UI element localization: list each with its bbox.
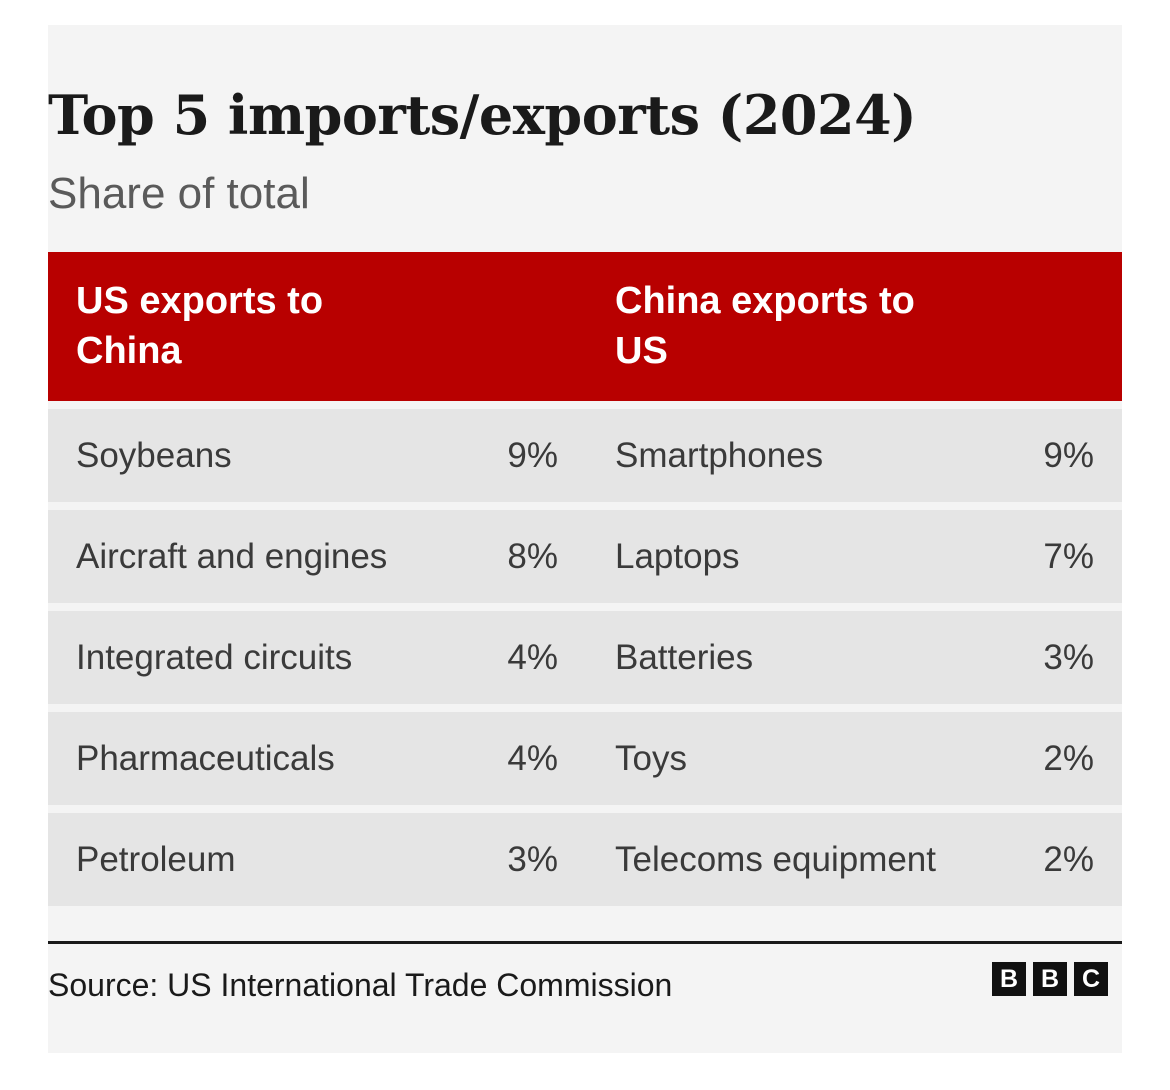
- china-share: 9%: [1043, 436, 1094, 475]
- us-item: Integrated circuits: [76, 638, 353, 677]
- column-header-china-exports: China exports to US: [615, 280, 915, 372]
- us-item: Petroleum: [76, 840, 236, 879]
- china-item: Smartphones: [615, 436, 824, 475]
- column-header-us-exports: US exports to China: [76, 280, 324, 372]
- china-item: Telecoms equipment: [615, 840, 936, 879]
- table-row: Petroleum 3% Telecoms equipment 2%: [48, 813, 1122, 906]
- chart-subtitle: Share of total: [48, 169, 310, 218]
- table-row: Aircraft and engines 8% Laptops 7%: [48, 510, 1122, 603]
- bbc-logo: B B C: [992, 962, 1108, 996]
- table-body: Soybeans 9% Smartphones 9% Aircraft and …: [48, 409, 1122, 914]
- logo-letter: C: [1074, 962, 1108, 996]
- china-share: 2%: [1043, 739, 1094, 778]
- china-item: Laptops: [615, 537, 740, 576]
- china-item: Batteries: [615, 638, 754, 677]
- us-share: 8%: [507, 537, 558, 576]
- footer-divider: [48, 941, 1122, 944]
- us-share: 4%: [507, 638, 558, 677]
- source-note: Source: US International Trade Commissio…: [48, 967, 673, 1003]
- table-row: Integrated circuits 4% Batteries 3%: [48, 611, 1122, 704]
- china-share: 3%: [1043, 638, 1094, 677]
- logo-letter: B: [992, 962, 1026, 996]
- china-item: Toys: [615, 739, 687, 778]
- us-item: Pharmaceuticals: [76, 739, 335, 778]
- us-share: 4%: [507, 739, 558, 778]
- chart-title: Top 5 imports/exports (2024): [48, 83, 917, 147]
- table-header: US exports to China China exports to US: [48, 252, 1122, 401]
- logo-letter: B: [1033, 962, 1067, 996]
- us-item: Aircraft and engines: [76, 537, 388, 576]
- us-item: Soybeans: [76, 436, 232, 475]
- table-row: Pharmaceuticals 4% Toys 2%: [48, 712, 1122, 805]
- china-share: 7%: [1043, 537, 1094, 576]
- us-share: 3%: [507, 840, 558, 879]
- table-row: Soybeans 9% Smartphones 9%: [48, 409, 1122, 502]
- china-share: 2%: [1043, 840, 1094, 879]
- trade-table: US exports to China China exports to US …: [48, 252, 1122, 906]
- us-share: 9%: [507, 436, 558, 475]
